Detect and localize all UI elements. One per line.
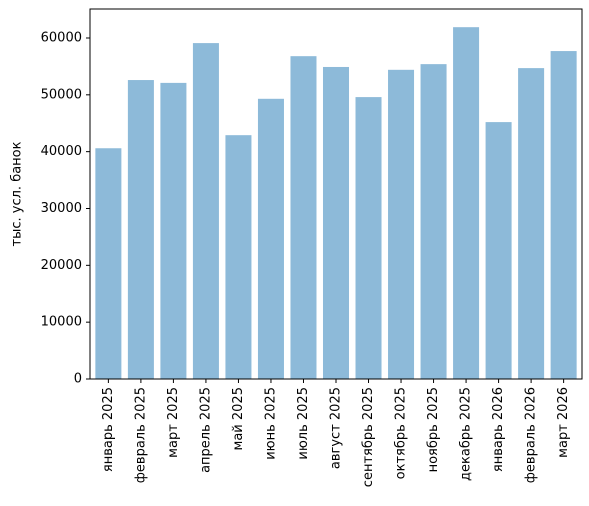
y-axis-label: тыс. усл. банок	[10, 141, 25, 246]
x-tick-label: октябрь 2025	[394, 387, 409, 479]
y-tick-label: 10000	[41, 315, 82, 330]
x-tick-label: декабрь 2025	[459, 387, 474, 481]
y-tick-label: 60000	[41, 30, 82, 45]
x-tick-label: январь 2026	[491, 387, 506, 472]
bar	[518, 68, 545, 379]
bar	[257, 98, 284, 380]
bar	[420, 64, 447, 380]
y-tick-label: 30000	[41, 201, 82, 216]
y-tick-label: 20000	[41, 258, 82, 273]
x-tick-label: февраль 2026	[524, 387, 539, 483]
bar	[550, 51, 577, 379]
bar	[322, 66, 350, 379]
y-tick-label: 50000	[41, 87, 82, 102]
x-tick-label: август 2025	[329, 387, 344, 469]
x-tick-label: апрель 2025	[198, 387, 213, 473]
x-tick-label: июль 2025	[296, 387, 311, 460]
bar	[388, 69, 415, 379]
bar	[485, 122, 512, 380]
bar	[95, 148, 122, 379]
x-tick-label: март 2026	[556, 387, 571, 458]
x-tick-label: ноябрь 2025	[426, 387, 441, 472]
bar	[192, 43, 219, 380]
axes-frame	[89, 8, 583, 380]
bar	[453, 27, 480, 379]
bar	[355, 97, 382, 379]
bar	[290, 56, 317, 379]
bar	[225, 135, 252, 379]
x-tick-label: март 2025	[166, 387, 181, 458]
y-tick-label: 0	[74, 372, 82, 387]
x-tick-label: январь 2025	[101, 387, 116, 472]
bar	[160, 82, 187, 380]
x-tick-label: сентябрь 2025	[361, 387, 376, 487]
y-tick-label: 40000	[41, 144, 82, 159]
x-tick-label: февраль 2025	[133, 387, 148, 483]
bar	[127, 80, 154, 379]
x-tick-label: июнь 2025	[263, 387, 278, 460]
x-tick-label: май 2025	[231, 387, 246, 450]
